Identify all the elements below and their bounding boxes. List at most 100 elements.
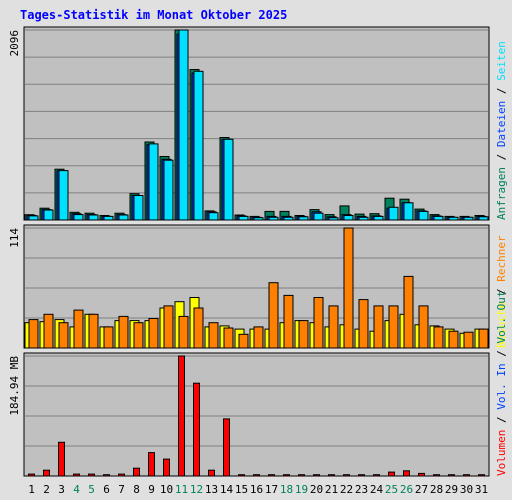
- bar-seiten-day-12: [193, 70, 204, 221]
- bar-rechner-day-5: [88, 313, 99, 349]
- bar-rechner-day-26: [403, 275, 414, 349]
- bar-seiten-day-3: [58, 170, 69, 221]
- bar-seiten-day-19: [298, 216, 309, 221]
- legend-separator: /: [495, 344, 508, 364]
- bar-rechner-day-9: [148, 318, 159, 349]
- legend-item: Besuche: [495, 302, 508, 348]
- legend-separator: /: [495, 81, 508, 101]
- x-tick-label: 31: [475, 483, 488, 496]
- bar-rechner-day-25: [388, 305, 399, 349]
- legend-item: Anfragen: [495, 167, 508, 220]
- bar-volumen-day-13: [208, 469, 215, 477]
- bar-rechner-day-30: [463, 331, 474, 349]
- x-tick-label: 10: [160, 483, 173, 496]
- bar-seiten-day-7: [118, 214, 129, 221]
- x-tick-label: 8: [133, 483, 140, 496]
- bar-seiten-day-14: [223, 138, 234, 221]
- x-tick-label: 1: [28, 483, 35, 496]
- bar-volumen-day-12: [193, 382, 200, 477]
- legend-item: Vol. In: [495, 363, 508, 409]
- bar-rechner-day-31: [478, 328, 489, 349]
- bar-seiten-day-26: [403, 202, 414, 221]
- bar-volumen-day-20: [313, 474, 320, 477]
- x-tick-label: 6: [103, 483, 110, 496]
- bar-volumen-day-17: [268, 474, 275, 477]
- legend-item: Vol. Out: [495, 291, 508, 344]
- bar-volumen-day-4: [73, 473, 80, 477]
- bar-rechner-day-7: [118, 315, 129, 349]
- legend-separator: /: [495, 410, 508, 430]
- y-axis-max-label: 184.94 MB: [8, 356, 21, 416]
- x-tick-label: 26: [400, 483, 413, 496]
- bar-volumen-day-8: [133, 467, 140, 477]
- x-tick-label: 4: [73, 483, 80, 496]
- bar-rechner-day-11: [178, 315, 189, 349]
- y-axis-max-label: 2096: [8, 30, 21, 57]
- bar-rechner-day-29: [448, 330, 459, 349]
- bar-volumen-day-19: [298, 474, 305, 477]
- bar-seiten-day-2: [43, 209, 54, 221]
- bar-rechner-day-19: [298, 320, 309, 349]
- x-tick-label: 19: [295, 483, 308, 496]
- legend-item: Volumen: [495, 430, 508, 476]
- x-tick-label: 12: [190, 483, 203, 496]
- x-tick-label: 13: [205, 483, 218, 496]
- bar-volumen-day-5: [88, 473, 95, 477]
- bar-rechner-day-4: [73, 309, 84, 349]
- x-tick-label: 11: [175, 483, 188, 496]
- x-tick-label: 15: [235, 483, 248, 496]
- panel-visits: 114 Besuche / Rechner: [8, 224, 508, 349]
- bar-seiten-day-8: [133, 195, 144, 221]
- bar-seiten-day-25: [388, 206, 399, 221]
- bar-seiten-day-15: [238, 215, 249, 221]
- bar-rechner-day-20: [313, 297, 324, 349]
- bar-volumen-day-7: [118, 473, 125, 477]
- bar-rechner-day-10: [163, 305, 174, 349]
- legend-volume: Volumen / Vol. In / Vol. Out: [495, 291, 508, 476]
- bar-volumen-day-24: [373, 474, 380, 477]
- panel-background: [23, 26, 490, 221]
- bar-rechner-day-8: [133, 322, 144, 349]
- x-tick-label: 23: [355, 483, 368, 496]
- panel-background: [23, 352, 490, 477]
- x-tick-label: 16: [250, 483, 263, 496]
- bar-seiten-day-6: [103, 215, 114, 221]
- bar-seiten-day-24: [373, 215, 384, 221]
- x-tick-label: 29: [445, 483, 458, 496]
- bar-rechner-day-22: [343, 227, 354, 349]
- x-tick-label: 25: [385, 483, 398, 496]
- bar-seiten-day-31: [478, 216, 489, 221]
- bar-seiten-day-5: [88, 214, 99, 221]
- bar-rechner-day-18: [283, 294, 294, 349]
- legend-item: Dateien: [495, 101, 508, 147]
- bar-volumen-day-10: [163, 458, 170, 477]
- bar-volumen-day-2: [43, 469, 50, 477]
- bar-seiten-day-11: [178, 29, 189, 221]
- bar-volumen-day-9: [148, 452, 155, 477]
- bar-rechner-day-15: [238, 333, 249, 349]
- bar-seiten-day-9: [148, 143, 159, 221]
- panel-volume: 184.94 MB Volumen / Vol. In / Vol. Out: [8, 291, 508, 477]
- bar-volumen-day-16: [253, 474, 260, 477]
- bar-volumen-day-23: [358, 474, 365, 477]
- bar-seiten-day-18: [283, 216, 294, 221]
- bar-rechner-day-3: [58, 322, 69, 349]
- bar-volumen-day-30: [463, 474, 470, 477]
- bar-rechner-day-13: [208, 322, 219, 349]
- bar-seiten-day-4: [73, 214, 84, 221]
- bar-rechner-day-17: [268, 282, 279, 349]
- bar-volumen-day-15: [238, 474, 245, 477]
- bar-seiten-day-1: [28, 215, 39, 221]
- bar-volumen-day-26: [403, 470, 410, 477]
- bar-rechner-day-21: [328, 305, 339, 349]
- bar-volumen-day-6: [103, 474, 110, 477]
- bar-rechner-day-14: [223, 327, 234, 349]
- legend-item: Rechner: [495, 235, 508, 282]
- bar-rechner-day-27: [418, 305, 429, 349]
- chart-title: Tages-Statistik im Monat Oktober 2025: [20, 8, 287, 22]
- x-tick-label: 21: [325, 483, 338, 496]
- bar-rechner-day-1: [28, 319, 39, 349]
- x-tick-label: 20: [310, 483, 323, 496]
